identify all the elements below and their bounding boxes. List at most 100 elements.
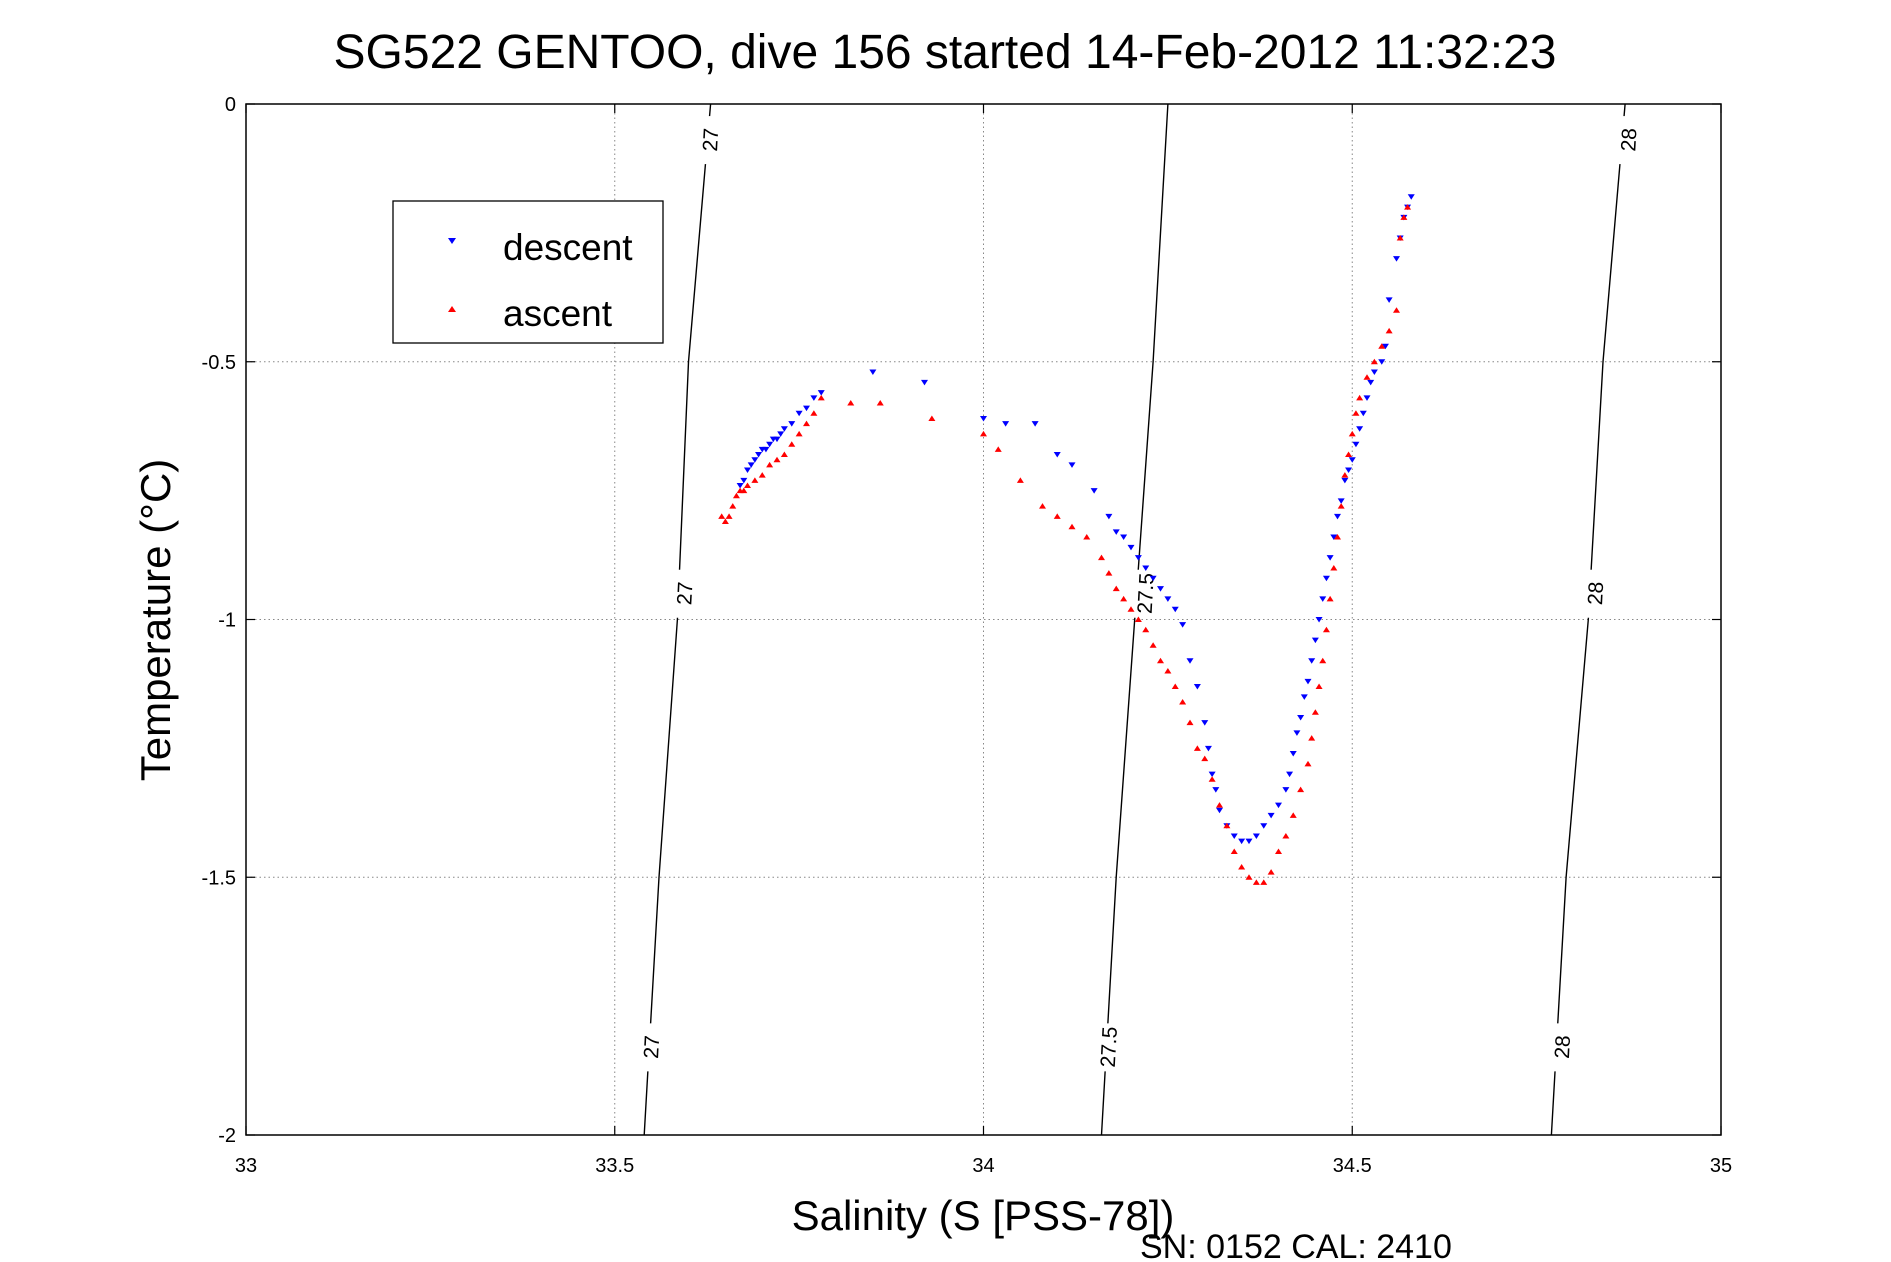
descent-point bbox=[1112, 529, 1120, 535]
descent-point bbox=[780, 426, 788, 432]
descent-point bbox=[1407, 194, 1415, 200]
contour-label: 27 bbox=[640, 1035, 664, 1060]
descent-point bbox=[1393, 256, 1400, 262]
ascent-point bbox=[810, 410, 818, 416]
descent-point bbox=[1134, 555, 1142, 561]
descent-point bbox=[1068, 462, 1076, 468]
ascent-point bbox=[795, 430, 803, 437]
legend-marker-descent bbox=[448, 238, 456, 244]
ascent-point bbox=[744, 482, 751, 488]
y-axis-label: Temperature (°C) bbox=[132, 459, 179, 782]
descent-point bbox=[795, 410, 803, 417]
ascent-point bbox=[1400, 214, 1408, 220]
contour-label: 28 bbox=[1584, 581, 1608, 606]
descent-point bbox=[766, 441, 774, 448]
descent-point bbox=[817, 390, 825, 396]
descent-point bbox=[1315, 617, 1323, 623]
descent-point bbox=[1212, 787, 1220, 793]
descent-point bbox=[1120, 534, 1128, 541]
ascent-point bbox=[1363, 374, 1371, 380]
ascent-point bbox=[1322, 626, 1330, 633]
ascent-point bbox=[1252, 879, 1260, 885]
ascent-point bbox=[1016, 477, 1024, 483]
descent-point bbox=[740, 477, 748, 484]
descent-point bbox=[1367, 379, 1375, 386]
descent-point bbox=[1352, 441, 1360, 448]
ascent-point bbox=[729, 503, 737, 509]
ascent-point bbox=[1223, 822, 1231, 829]
descent-point bbox=[1002, 421, 1010, 427]
ascent-point bbox=[1352, 410, 1360, 416]
descent-point bbox=[1311, 637, 1319, 644]
descent-point bbox=[1186, 658, 1194, 664]
contour-label: 28 bbox=[1551, 1035, 1575, 1060]
ascent-point bbox=[780, 451, 788, 458]
descent-point bbox=[1193, 684, 1201, 690]
chart-title: SG522 GENTOO, dive 156 started 14-Feb-20… bbox=[334, 26, 1557, 79]
ascent-point bbox=[1337, 503, 1345, 509]
legend: descent ascent bbox=[392, 200, 664, 344]
ascent-point bbox=[1179, 698, 1187, 705]
y-tick-label: -1.5 bbox=[202, 867, 236, 889]
descent-point bbox=[1330, 534, 1338, 541]
ascent-point bbox=[1267, 869, 1275, 875]
descent-point bbox=[1201, 720, 1209, 726]
legend-label-ascent: ascent bbox=[503, 293, 613, 334]
ascent-point bbox=[1039, 503, 1046, 509]
descent-point bbox=[1105, 513, 1113, 520]
descent-point bbox=[762, 446, 770, 453]
y-tick-label: -2 bbox=[218, 1125, 236, 1147]
ascent-point bbox=[1341, 472, 1349, 478]
descent-point bbox=[1157, 586, 1164, 592]
density-contour-line bbox=[1550, 103, 1626, 1136]
ascent-point bbox=[1142, 626, 1150, 633]
contour-label-bg bbox=[1549, 1023, 1576, 1072]
x-tick-label: 34.5 bbox=[1333, 1155, 1372, 1177]
x-tick-label: 33 bbox=[235, 1155, 257, 1177]
ascent-point bbox=[1098, 554, 1105, 561]
ascent-point bbox=[1378, 343, 1386, 349]
contour-label-bg bbox=[1615, 116, 1642, 165]
ascent-point bbox=[994, 446, 1002, 452]
data-series bbox=[718, 194, 1415, 885]
contour-label: 27 bbox=[673, 581, 697, 606]
ascent-point bbox=[1083, 534, 1091, 540]
ascent-point bbox=[1393, 307, 1400, 313]
ascent-point bbox=[980, 430, 987, 437]
ascent-point bbox=[1311, 709, 1319, 715]
descent-point bbox=[1208, 771, 1216, 778]
descent-point bbox=[1053, 452, 1061, 458]
ascent-point bbox=[740, 487, 748, 494]
ascent-point bbox=[721, 518, 729, 525]
descent-point bbox=[1245, 838, 1253, 845]
descent-point bbox=[1308, 658, 1316, 664]
ascent-point bbox=[1396, 235, 1404, 241]
descent-point bbox=[1260, 823, 1268, 829]
descent-point bbox=[1090, 488, 1098, 494]
ascent-point bbox=[758, 472, 766, 478]
descent-point bbox=[1334, 513, 1341, 520]
ascent-point bbox=[1297, 786, 1305, 793]
ascent-point bbox=[1193, 745, 1201, 751]
descent-point bbox=[1378, 359, 1386, 365]
contour-label-bg bbox=[1582, 569, 1609, 618]
axis-ticks: 33 33.5 34 34.5 35 0 -0.5 -1 -1.5 -2 bbox=[202, 94, 1733, 1177]
ascent-point bbox=[732, 492, 740, 499]
descent-point bbox=[1304, 678, 1312, 685]
descent-point bbox=[1297, 714, 1305, 721]
ascent-point bbox=[817, 394, 825, 401]
descent-point bbox=[1341, 477, 1349, 484]
x-tick-label: 35 bbox=[1710, 1155, 1732, 1177]
descent-point bbox=[1267, 812, 1275, 819]
ascent-point bbox=[718, 513, 726, 519]
legend-label-descent: descent bbox=[503, 227, 633, 268]
ascent-point bbox=[1315, 683, 1323, 690]
x-tick-label: 33.5 bbox=[595, 1155, 634, 1177]
ascent-point bbox=[1068, 523, 1076, 530]
density-contour-line bbox=[1100, 103, 1169, 1136]
ascent-point bbox=[1275, 848, 1282, 854]
ascent-point bbox=[1105, 570, 1113, 576]
descent-point bbox=[747, 462, 755, 468]
descent-point bbox=[744, 467, 751, 474]
